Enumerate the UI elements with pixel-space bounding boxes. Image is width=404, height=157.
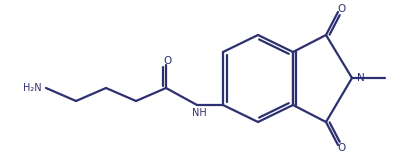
Text: N: N: [357, 73, 365, 83]
Text: O: O: [338, 143, 346, 153]
Text: NH: NH: [191, 108, 206, 118]
Text: O: O: [164, 56, 172, 66]
Text: H₂N: H₂N: [23, 83, 42, 93]
Text: O: O: [338, 4, 346, 14]
